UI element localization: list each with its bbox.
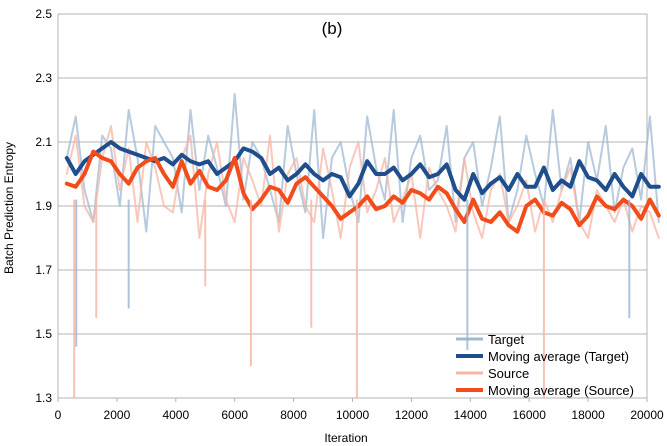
y-tick-label: 1.3 [35, 391, 52, 405]
x-tick-label: 10000 [336, 408, 370, 422]
y-tick-label: 2.3 [35, 71, 52, 85]
chart-title: (b) [322, 19, 343, 38]
moving-average-source-line [64, 149, 661, 234]
y-tick-label: 2.1 [35, 135, 52, 149]
x-tick-label: 2000 [104, 408, 131, 422]
y-tick-label: 2.5 [35, 7, 52, 21]
x-tick-label: 0 [55, 408, 62, 422]
legend-label: Source [488, 366, 529, 381]
x-tick-label: 12000 [395, 408, 429, 422]
x-tick-label: 18000 [571, 408, 605, 422]
x-tick-label: 16000 [513, 408, 547, 422]
moving-average-target-line [64, 140, 661, 202]
x-axis-label: Iteration [324, 431, 367, 445]
x-tick-label: 4000 [162, 408, 189, 422]
y-tick-label: 1.7 [35, 263, 52, 277]
x-tick-label: 14000 [454, 408, 488, 422]
axes: 1.3 1.5 1.7 1.9 2.1 2.3 2.5 0 2000 4000 6000 8000 10… [35, 7, 664, 422]
gridlines [57, 13, 648, 399]
y-tick-label: 1.9 [35, 199, 52, 213]
legend: Target Moving average (Target) Source Movin… [456, 332, 634, 398]
legend-label: Target [488, 332, 525, 347]
x-tick-label: 6000 [221, 408, 248, 422]
y-axis-label: Batch Prediction Entropy [2, 142, 16, 274]
series-lines [64, 93, 661, 398]
x-tick-label: 8000 [280, 408, 307, 422]
x-tick-label: 20000 [630, 408, 664, 422]
legend-label: Moving average (Target) [488, 349, 629, 364]
y-tick-label: 1.5 [35, 327, 52, 341]
legend-label: Moving average (Source) [488, 383, 634, 398]
